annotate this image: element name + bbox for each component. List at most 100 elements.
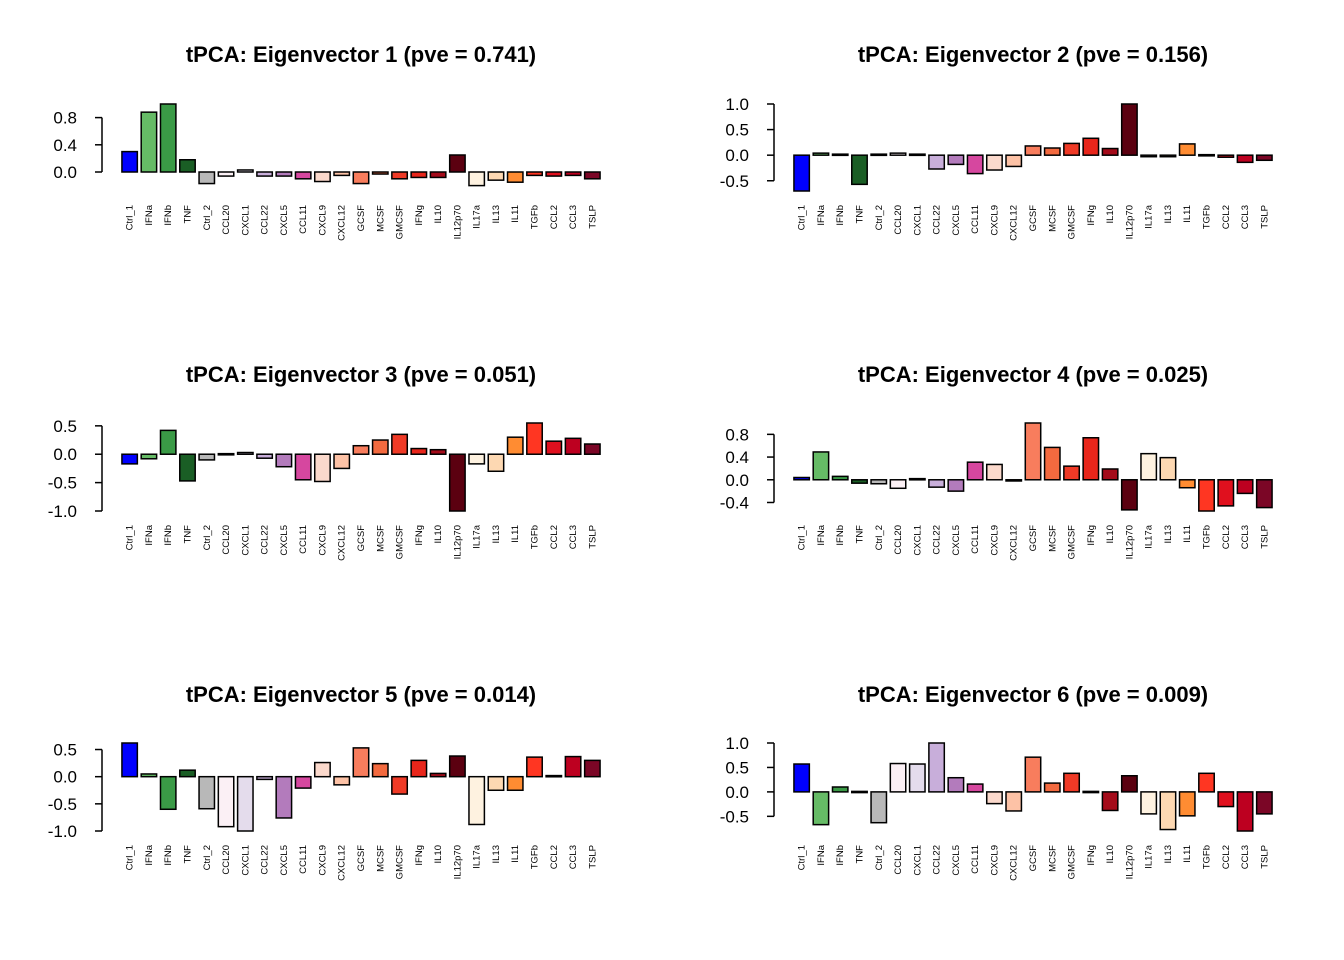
y-tick-label: -1.0 — [48, 502, 77, 521]
bar-tslp — [1255, 791, 1273, 815]
x-tick-label: IL13 — [1163, 845, 1174, 864]
y-tick-label: 0.5 — [53, 417, 77, 436]
bar-ifna — [140, 453, 158, 460]
y-tick-label: -0.5 — [48, 795, 77, 814]
x-tick-label: Ctrl_2 — [202, 845, 213, 870]
x-tick-label: CXCL5 — [951, 205, 962, 236]
x-tick-label: GMCSF — [395, 205, 406, 240]
x-tick-label: IFNb — [163, 525, 174, 546]
bar-cxcl1 — [908, 477, 926, 481]
bar-il17a — [1140, 154, 1158, 158]
chart-title: tPCA: Eigenvector 1 (pve = 0.741) — [186, 42, 536, 67]
x-tick-label: MCSF — [1047, 845, 1058, 872]
x-tick-label: TGFb — [530, 845, 541, 869]
x-tick-label: IFNg — [1086, 205, 1097, 226]
x-tick-label: CCL11 — [298, 205, 309, 234]
bar-ctrl-2 — [870, 791, 888, 824]
x-tick-label: IL11 — [510, 525, 521, 543]
bar-tgfb — [526, 756, 543, 778]
x-tick-label: CXCL1 — [240, 205, 251, 236]
x-tick-label: GMCSF — [1067, 525, 1078, 560]
x-tick-label: IL17a — [1144, 524, 1155, 548]
x-tick-label: GMCSF — [395, 525, 406, 560]
bar-il10 — [429, 772, 447, 778]
x-tick-label: TNF — [182, 205, 193, 224]
bar-il10 — [1101, 147, 1119, 156]
x-tick-label: CXCL12 — [1009, 205, 1020, 241]
bar-ccl3 — [1236, 791, 1254, 832]
bar-mcsf — [371, 439, 389, 455]
x-tick-label: CCL2 — [1221, 205, 1232, 229]
x-tick-label: TGFb — [530, 525, 541, 549]
bar-ifng — [1082, 437, 1100, 481]
bar-ctrl-2 — [198, 775, 216, 810]
x-tick-label: CXCL9 — [989, 845, 1000, 876]
x-tick-label: IL12p70 — [1124, 525, 1135, 559]
bar-ifna — [140, 111, 158, 173]
x-tick-label: TSLP — [587, 205, 598, 229]
chart-title: tPCA: Eigenvector 2 (pve = 0.156) — [858, 42, 1208, 67]
bar-ccl3 — [564, 755, 582, 778]
bar-gcsf — [352, 444, 370, 455]
x-tick-label: TNF — [182, 845, 193, 864]
bar-tgfb — [526, 171, 543, 177]
x-tick-label: CXCL9 — [317, 845, 328, 876]
bar-ifnb — [831, 475, 849, 481]
bar-tnf — [179, 159, 196, 173]
y-tick-label: 0.5 — [53, 741, 77, 760]
bar-ctrl-1 — [793, 763, 811, 793]
x-tick-label: Ctrl_2 — [874, 845, 885, 870]
x-tick-label: TSLP — [587, 525, 598, 549]
bar-ccl11 — [966, 461, 984, 481]
bar-tnf — [851, 790, 868, 794]
x-tick-label: IFNb — [835, 525, 846, 546]
bar-gmcsf — [391, 433, 409, 455]
x-tick-label: CCL2 — [549, 845, 560, 869]
x-tick-label: CCL22 — [932, 845, 943, 875]
bar-il11 — [506, 171, 524, 183]
y-tick-label: 0.0 — [53, 768, 77, 787]
x-tick-label: IL10 — [433, 205, 444, 224]
x-tick-label: CXCL5 — [951, 525, 962, 556]
bar-gmcsf — [1063, 142, 1081, 156]
chart-panel-1: tPCA: Eigenvector 1 (pve = 0.741) 0.0 0.4 0… — [53, 42, 601, 241]
bar-ccl3 — [564, 437, 582, 455]
bar-il13 — [1159, 456, 1177, 481]
bar-il12p70 — [448, 453, 466, 512]
bar-cxcl12 — [1005, 791, 1023, 812]
bar-ctrl-2 — [198, 171, 216, 185]
x-tick-label: IL12p70 — [1124, 845, 1135, 879]
x-tick-label: IFNb — [835, 845, 846, 866]
bar-cxcl5 — [275, 453, 293, 468]
y-tick-label: 0.8 — [53, 109, 77, 128]
y-tick-label: 0.0 — [53, 163, 77, 182]
bar-il17a — [468, 171, 486, 187]
x-tick-label: CXCL12 — [1009, 845, 1020, 881]
x-tick-label: TSLP — [1259, 525, 1270, 549]
x-tick-label: CCL11 — [298, 525, 309, 554]
x-tick-label: TNF — [854, 205, 865, 224]
bar-ccl20 — [889, 152, 907, 156]
x-tick-label: CXCL1 — [240, 525, 251, 556]
bar-tgfb — [526, 422, 543, 455]
x-tick-label: IL10 — [433, 845, 444, 864]
x-tick-label: CXCL1 — [240, 845, 251, 876]
x-tick-label: IL12p70 — [452, 205, 463, 239]
bar-mcsf — [371, 762, 389, 778]
bar-cxcl1 — [908, 153, 926, 157]
x-tick-label: MCSF — [1047, 205, 1058, 232]
x-tick-label: IFNa — [816, 204, 827, 225]
bar-ccl2 — [545, 440, 563, 455]
x-tick-label: Ctrl_1 — [797, 845, 808, 870]
x-tick-label: TSLP — [1259, 845, 1270, 869]
x-tick-label: Ctrl_2 — [202, 525, 213, 550]
x-tick-label: IFNb — [163, 845, 174, 866]
bar-tgfb — [1198, 479, 1215, 512]
bar-gmcsf — [1063, 772, 1081, 793]
x-tick-label: CXCL1 — [912, 845, 923, 876]
x-tick-label: Ctrl_1 — [125, 205, 136, 230]
bar-cxcl12 — [333, 775, 351, 786]
bar-cxcl5 — [947, 479, 965, 492]
bar-il17a — [468, 775, 486, 826]
